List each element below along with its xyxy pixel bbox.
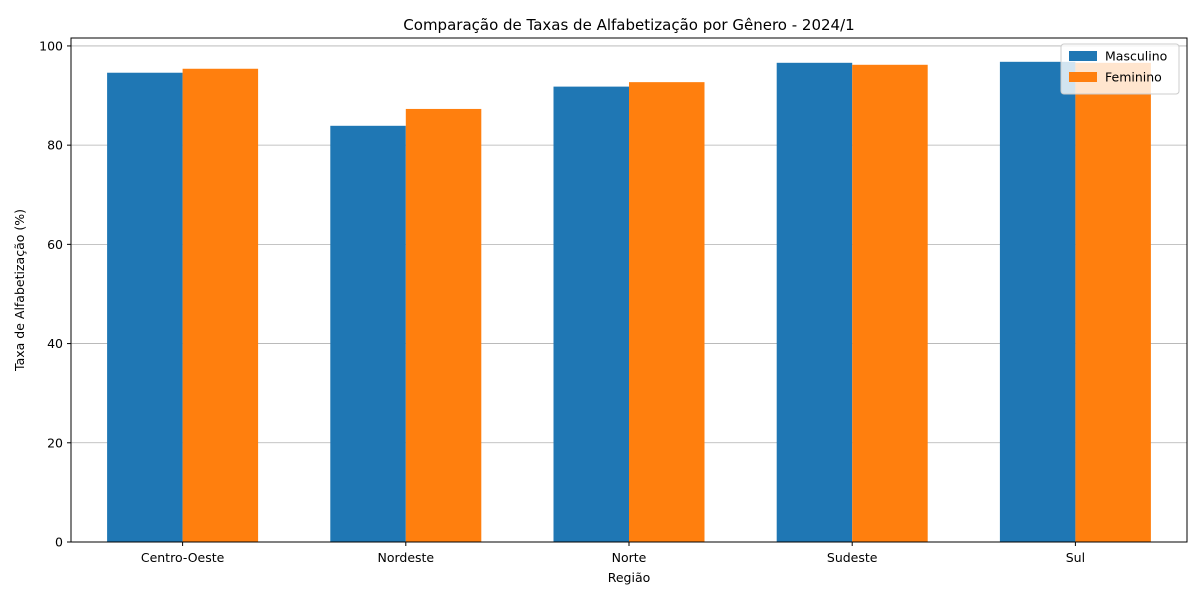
- y-tick-label: 40: [47, 336, 63, 351]
- bar-feminino-nordeste: [405, 108, 482, 542]
- y-tick-label: 100: [39, 38, 63, 53]
- bar-masculino-sudeste: [776, 62, 853, 542]
- legend: Masculino Feminino: [1060, 43, 1180, 95]
- x-axis: Centro-Oeste Nordeste Norte Sudeste Sul: [141, 542, 1085, 565]
- y-tick-label: 60: [47, 237, 63, 252]
- legend-swatch-masculino: [1069, 51, 1097, 61]
- bar-feminino-sul: [1075, 62, 1151, 542]
- legend-label-masculino: Masculino: [1105, 49, 1167, 64]
- x-tick-label: Norte: [612, 550, 647, 565]
- bars: [107, 61, 1151, 543]
- x-tick-label: Centro-Oeste: [141, 550, 225, 565]
- y-axis: 0 20 40 60 80 100: [39, 38, 71, 550]
- bar-masculino-norte: [553, 86, 629, 543]
- y-axis-title: Taxa de Alfabetização (%): [12, 209, 27, 372]
- bar-masculino-sul: [999, 61, 1076, 542]
- chart-title: Comparação de Taxas de Alfabetização por…: [403, 16, 854, 34]
- x-tick-label: Sudeste: [827, 550, 878, 565]
- x-tick-label: Nordeste: [377, 550, 434, 565]
- y-tick-label: 0: [55, 535, 63, 550]
- legend-label-feminino: Feminino: [1105, 70, 1162, 85]
- x-tick-label: Sul: [1066, 550, 1085, 565]
- bar-feminino-norte: [629, 82, 705, 543]
- bar-masculino-centro-oeste: [107, 72, 183, 542]
- bar-feminino-sudeste: [852, 64, 928, 542]
- x-axis-title: Região: [608, 570, 651, 585]
- legend-swatch-feminino: [1069, 72, 1097, 82]
- bar-masculino-nordeste: [330, 125, 406, 542]
- y-tick-label: 20: [47, 435, 63, 450]
- bar-feminino-centro-oeste: [182, 68, 259, 542]
- y-tick-label: 80: [47, 138, 63, 153]
